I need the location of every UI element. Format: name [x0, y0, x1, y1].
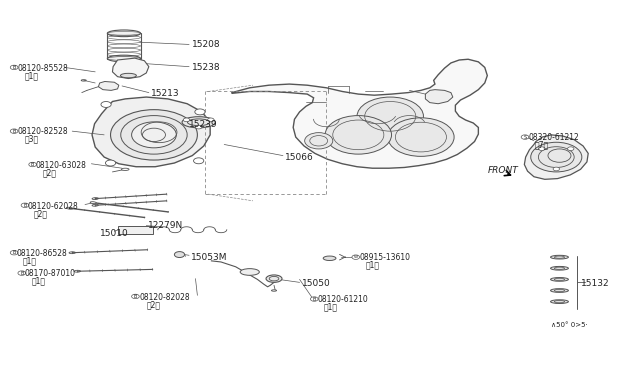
Text: （2）: （2）: [34, 209, 48, 218]
Ellipse shape: [323, 256, 336, 260]
Ellipse shape: [122, 168, 129, 170]
Text: 08120-63028: 08120-63028: [36, 161, 86, 170]
Text: 15238: 15238: [192, 63, 221, 72]
Circle shape: [111, 110, 197, 160]
Ellipse shape: [550, 278, 568, 281]
Text: B: B: [23, 203, 27, 208]
Ellipse shape: [108, 55, 141, 62]
Text: 15213: 15213: [152, 89, 180, 98]
Circle shape: [521, 135, 529, 139]
Circle shape: [357, 97, 424, 136]
Text: （2）: （2）: [147, 300, 160, 309]
Circle shape: [305, 133, 333, 149]
Text: （1）: （1）: [25, 71, 39, 80]
Circle shape: [568, 147, 574, 151]
Text: 08120-61210: 08120-61210: [317, 295, 368, 304]
Polygon shape: [232, 59, 487, 168]
Text: FRONT: FRONT: [488, 166, 518, 174]
Text: （1）: （1）: [366, 261, 380, 270]
Circle shape: [388, 118, 454, 156]
Circle shape: [132, 294, 140, 299]
Circle shape: [531, 142, 582, 172]
Text: B: B: [20, 270, 24, 276]
Ellipse shape: [550, 289, 568, 292]
Polygon shape: [92, 97, 210, 167]
Text: 15066: 15066: [285, 153, 314, 161]
Ellipse shape: [550, 300, 568, 304]
Circle shape: [10, 129, 18, 134]
Circle shape: [195, 125, 202, 129]
Text: 15208: 15208: [192, 40, 221, 49]
Ellipse shape: [67, 207, 73, 209]
Polygon shape: [113, 58, 149, 78]
Text: （1）: （1）: [31, 277, 45, 286]
Ellipse shape: [182, 117, 215, 128]
Polygon shape: [426, 90, 453, 104]
Text: B: B: [134, 294, 137, 299]
Text: W: W: [354, 255, 358, 259]
Text: 15239: 15239: [189, 121, 218, 129]
Polygon shape: [524, 135, 588, 179]
Text: ∧50° 0>5·: ∧50° 0>5·: [551, 322, 588, 328]
Circle shape: [101, 102, 111, 108]
Ellipse shape: [271, 290, 276, 291]
Text: （1）: （1）: [324, 303, 338, 312]
Ellipse shape: [550, 255, 568, 259]
Ellipse shape: [108, 30, 141, 37]
Ellipse shape: [90, 202, 97, 203]
Circle shape: [207, 118, 214, 122]
Text: 15053M: 15053M: [191, 253, 227, 262]
Circle shape: [183, 118, 189, 122]
Text: 08170-87010: 08170-87010: [25, 269, 76, 278]
Text: 08915-13610: 08915-13610: [360, 253, 411, 262]
Circle shape: [325, 116, 392, 154]
Circle shape: [352, 255, 360, 259]
Text: （2）: （2）: [42, 168, 56, 177]
Text: B: B: [12, 129, 16, 134]
Text: 08320-61212: 08320-61212: [528, 133, 579, 142]
Bar: [118, 226, 153, 234]
Circle shape: [10, 65, 18, 70]
Text: 08120-85528: 08120-85528: [18, 64, 68, 73]
Text: 08120-86528: 08120-86528: [17, 249, 67, 258]
Ellipse shape: [550, 266, 568, 270]
Text: （7）: （7）: [534, 141, 548, 150]
Text: B: B: [12, 65, 16, 70]
Circle shape: [18, 271, 26, 275]
Circle shape: [174, 251, 184, 257]
Circle shape: [21, 203, 29, 208]
Circle shape: [193, 158, 204, 164]
Polygon shape: [99, 81, 119, 90]
Circle shape: [310, 297, 318, 301]
Circle shape: [29, 162, 36, 167]
Circle shape: [106, 160, 116, 166]
Circle shape: [553, 167, 559, 171]
Text: S: S: [524, 135, 527, 140]
Text: 15010: 15010: [100, 228, 129, 238]
Text: （1）: （1）: [23, 256, 37, 265]
Circle shape: [10, 250, 18, 255]
Text: B: B: [312, 296, 316, 302]
Text: B: B: [12, 250, 16, 255]
Text: 08120-62028: 08120-62028: [28, 202, 78, 211]
Text: 12279N: 12279N: [148, 221, 183, 230]
Circle shape: [195, 109, 205, 115]
Text: B: B: [31, 162, 35, 167]
Text: 15050: 15050: [302, 279, 331, 288]
Text: 08120-82528: 08120-82528: [18, 127, 68, 137]
Ellipse shape: [240, 269, 259, 275]
Ellipse shape: [266, 275, 282, 282]
Text: 08120-82028: 08120-82028: [140, 293, 191, 302]
Circle shape: [132, 122, 176, 148]
Text: （3）: （3）: [25, 135, 39, 144]
Ellipse shape: [120, 73, 136, 78]
Text: 15132: 15132: [580, 279, 609, 288]
Circle shape: [539, 147, 545, 151]
